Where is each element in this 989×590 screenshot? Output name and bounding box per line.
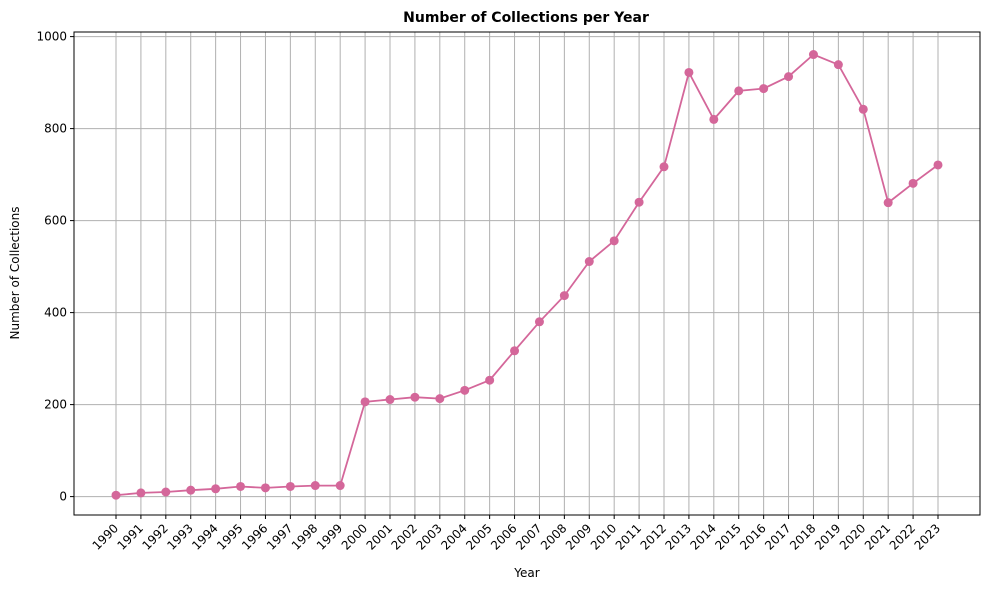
x-tick-label: 2014	[687, 521, 718, 552]
data-point	[584, 257, 594, 267]
x-tick-label: 1993	[164, 521, 195, 552]
data-point	[808, 50, 818, 60]
x-tick-label: 1992	[139, 521, 170, 552]
data-point	[609, 236, 619, 246]
y-tick-label: 0	[59, 490, 67, 504]
x-tick-label: 2005	[463, 521, 494, 552]
data-point	[260, 483, 270, 493]
x-tick-label: 1999	[314, 521, 345, 552]
plot-area	[74, 32, 980, 515]
x-tick-label: 2009	[563, 521, 594, 552]
data-point	[659, 162, 669, 172]
x-tick-label: 2016	[737, 521, 768, 552]
x-tick-label: 2015	[712, 521, 743, 552]
data-point	[111, 490, 121, 500]
data-point	[360, 397, 370, 407]
x-tick-label: 2006	[488, 521, 519, 552]
x-tick-label: 2008	[538, 521, 569, 552]
data-point	[634, 197, 644, 207]
x-tick-label: 2000	[339, 521, 370, 552]
data-point	[734, 86, 744, 96]
x-tick-label: 2019	[812, 521, 843, 552]
y-axis-label: Number of Collections	[8, 206, 22, 339]
x-tick-label: 2002	[389, 521, 420, 552]
data-point	[759, 84, 769, 94]
data-point	[136, 488, 146, 498]
data-point	[933, 160, 943, 170]
data-point	[684, 67, 694, 77]
x-tick-label: 2020	[837, 521, 868, 552]
plot-frame	[73, 31, 981, 516]
x-tick-label: 2010	[588, 521, 619, 552]
x-tick-label: 2013	[663, 521, 694, 552]
data-point	[161, 487, 171, 497]
x-tick-label: 2022	[887, 521, 918, 552]
series-line	[115, 53, 939, 497]
chart-title: Number of Collections per Year	[403, 10, 649, 26]
data-point	[410, 392, 420, 402]
x-tick-label: 1998	[289, 521, 320, 552]
data-point	[236, 481, 246, 491]
data-point	[833, 60, 843, 70]
x-tick-label: 1997	[264, 521, 295, 552]
x-tick-label: 1995	[214, 521, 245, 552]
x-tick-label: 2001	[364, 521, 395, 552]
data-point	[485, 375, 495, 385]
x-tick-label: 2003	[413, 521, 444, 552]
data-point	[460, 385, 470, 395]
data-point	[385, 395, 395, 405]
data-point	[510, 346, 520, 356]
y-tick-label: 600	[44, 214, 67, 228]
data-point	[435, 394, 445, 404]
data-point	[534, 317, 544, 327]
series-pink	[111, 50, 943, 500]
x-tick-label: 1991	[115, 521, 146, 552]
x-tick-label: 2023	[912, 521, 943, 552]
data-point	[186, 485, 196, 495]
data-point	[335, 481, 345, 491]
y-tick-label: 800	[44, 122, 67, 136]
data-point	[908, 178, 918, 188]
y-tick-label: 1000	[36, 30, 67, 44]
data-point	[709, 114, 719, 124]
y-tick-label: 400	[44, 306, 67, 320]
data-point	[858, 104, 868, 114]
y-axis: 0 200 400 600 800 1000	[36, 30, 74, 504]
x-tick-label: 1994	[189, 521, 220, 552]
x-tick-label: 2012	[638, 521, 669, 552]
data-point	[310, 481, 320, 491]
x-tick-label: 2018	[787, 521, 818, 552]
data-point	[559, 291, 569, 301]
y-tick-label: 200	[44, 398, 67, 412]
x-axis-label: Year	[513, 566, 539, 580]
x-axis: 1990199119921993199419951996199719981999…	[90, 515, 943, 553]
x-tick-label: 2021	[862, 521, 893, 552]
x-tick-label: 1990	[90, 521, 121, 552]
x-tick-label: 2004	[438, 521, 469, 552]
x-tick-label: 1996	[239, 521, 270, 552]
x-tick-label: 2007	[513, 521, 544, 552]
data-point	[285, 481, 295, 491]
x-tick-label: 2011	[613, 521, 644, 552]
grid-lines	[74, 32, 980, 515]
x-tick-label: 2017	[762, 521, 793, 552]
data-point	[883, 198, 893, 208]
data-point	[784, 72, 794, 82]
data-point	[211, 484, 221, 494]
